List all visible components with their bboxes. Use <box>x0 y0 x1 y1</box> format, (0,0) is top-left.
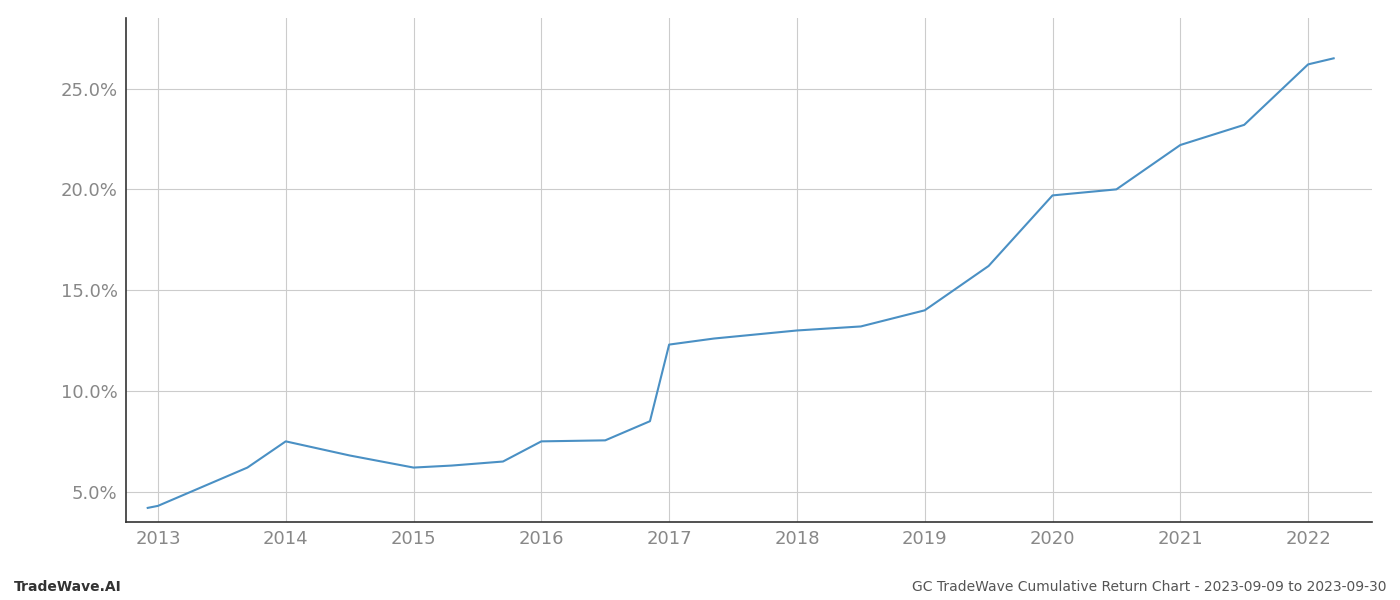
Text: GC TradeWave Cumulative Return Chart - 2023-09-09 to 2023-09-30: GC TradeWave Cumulative Return Chart - 2… <box>911 580 1386 594</box>
Text: TradeWave.AI: TradeWave.AI <box>14 580 122 594</box>
